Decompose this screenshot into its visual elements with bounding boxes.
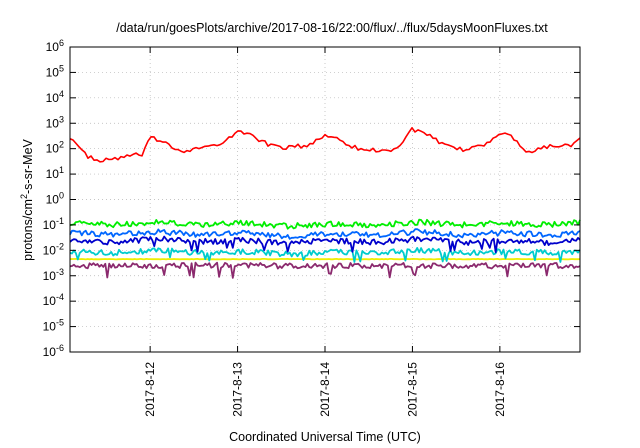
y-tick-base: 10 xyxy=(43,345,57,359)
y-tick-label: 104 xyxy=(46,89,64,105)
y-tick-label: 103 xyxy=(46,114,64,130)
x-tick-label: 2017-8-16 xyxy=(493,362,507,417)
y-tick-exponent: -3 xyxy=(56,267,64,277)
y-tick-base: 10 xyxy=(43,294,57,308)
y-tick-label: 10-5 xyxy=(43,318,64,334)
y-tick-exponent: -6 xyxy=(56,343,64,353)
y-tick-base: 10 xyxy=(46,142,60,156)
y-tick-exponent: 1 xyxy=(59,165,64,175)
series-line xyxy=(69,258,581,261)
series-line xyxy=(69,235,581,254)
y-tick-label: 105 xyxy=(46,63,64,79)
y-tick-base: 10 xyxy=(46,91,60,105)
x-tick-label: 2017-8-13 xyxy=(231,362,245,417)
y-tick-base: 10 xyxy=(43,218,57,232)
y-axis-label-exponent: 2 xyxy=(19,194,29,199)
series-layer xyxy=(69,127,581,279)
y-axis-label-rest: -s-sr-MeV xyxy=(21,138,35,194)
y-axis-label-main: protons/cm xyxy=(21,199,35,261)
y-tick-base: 10 xyxy=(46,65,60,79)
series-line xyxy=(69,228,581,240)
y-tick-label: 106 xyxy=(46,38,64,54)
y-tick-exponent: -2 xyxy=(56,241,64,251)
y-tick-exponent: 3 xyxy=(59,114,64,124)
y-tick-label: 10-1 xyxy=(43,216,64,232)
y-tick-exponent: -4 xyxy=(56,292,64,302)
y-tick-base: 10 xyxy=(46,116,60,130)
axis-ticks xyxy=(70,46,580,353)
x-tick-label: 2017-8-14 xyxy=(318,362,332,417)
y-tick-label: 100 xyxy=(46,191,64,207)
y-tick-base: 10 xyxy=(43,243,57,257)
y-tick-exponent: 5 xyxy=(59,63,64,73)
y-tick-exponent: 0 xyxy=(59,191,64,201)
y-tick-exponent: 2 xyxy=(59,140,64,150)
series-line xyxy=(69,127,581,163)
y-axis-label: protons/cm2-s-sr-MeV xyxy=(19,138,35,260)
y-tick-labels: 10-610-510-410-310-210-11001011021031041… xyxy=(43,38,64,359)
y-tick-base: 10 xyxy=(46,193,60,207)
y-tick-exponent: -5 xyxy=(56,318,64,328)
series-line xyxy=(69,261,581,279)
y-tick-exponent: 4 xyxy=(59,89,64,99)
x-axis-label: Coordinated Universal Time (UTC) xyxy=(229,430,421,444)
y-tick-label: 10-6 xyxy=(43,343,64,359)
y-tick-exponent: -1 xyxy=(56,216,64,226)
chart-title: /data/run/goesPlots/archive/2017-08-16/2… xyxy=(116,21,548,35)
series-line xyxy=(69,218,581,230)
y-tick-base: 10 xyxy=(46,40,60,54)
grid xyxy=(70,47,580,352)
y-tick-exponent: 6 xyxy=(59,38,64,48)
series-line xyxy=(69,247,581,263)
y-tick-label: 10-2 xyxy=(43,241,64,257)
y-tick-base: 10 xyxy=(43,320,57,334)
x-tick-label: 2017-8-15 xyxy=(405,362,419,417)
y-tick-label: 101 xyxy=(46,165,64,181)
y-tick-base: 10 xyxy=(46,167,60,181)
y-tick-label: 10-4 xyxy=(43,292,64,308)
y-tick-label: 102 xyxy=(46,140,64,156)
y-tick-label: 10-3 xyxy=(43,267,64,283)
x-tick-label: 2017-8-12 xyxy=(143,362,157,417)
x-tick-labels: 2017-8-12 2017-8-13 2017-8-14 2017-8-15 2017… xyxy=(143,362,507,417)
y-tick-base: 10 xyxy=(43,269,57,283)
